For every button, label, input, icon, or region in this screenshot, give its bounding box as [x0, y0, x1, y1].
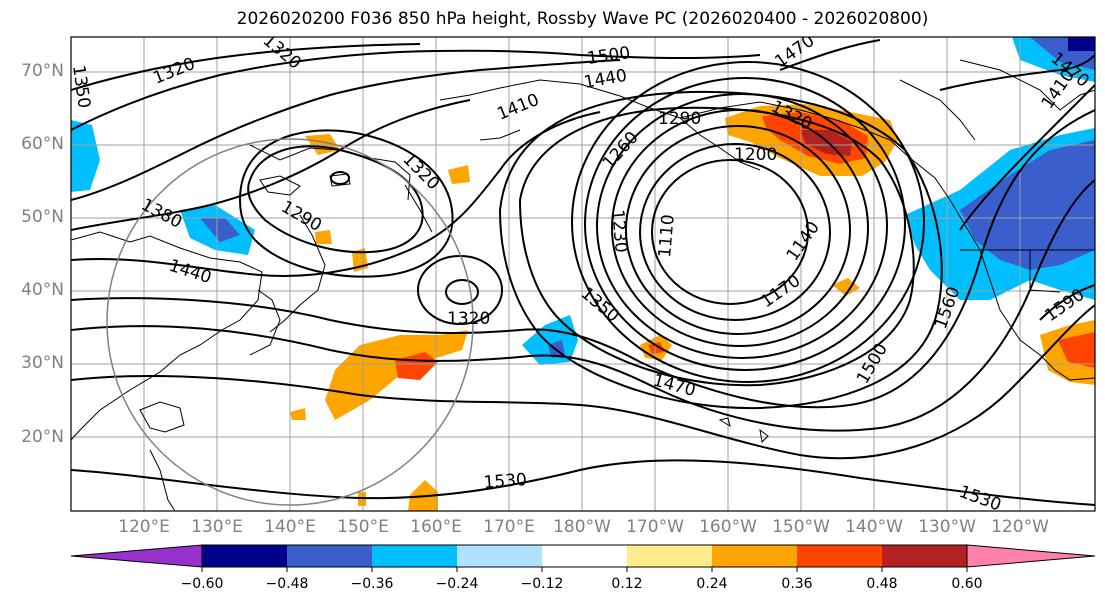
colorbar-bin [882, 545, 967, 567]
lon-label-140e: 140°E [264, 517, 316, 537]
colorbar-bin [627, 545, 712, 567]
lon-label-130w: 130°W [918, 517, 976, 537]
colorbar-extend-low [70, 544, 203, 568]
lon-label-180w: 180°W [553, 517, 611, 537]
colorbar-bin [372, 545, 457, 567]
negative-anomaly-japan-north-core [200, 218, 240, 242]
lon-label-150e: 150°E [337, 517, 389, 537]
colorbar-tick-label: −0.48 [265, 576, 309, 592]
positive-anomaly-small-3 [290, 408, 306, 420]
contour-label: 1440 [166, 256, 213, 288]
lon-label-120w: 120°W [991, 517, 1049, 537]
contour-label: 1170 [757, 271, 804, 312]
colorbar-tick-marks [201, 567, 968, 572]
colorbar-bin [202, 545, 287, 567]
lon-label-130e: 130°E [191, 517, 243, 537]
map-frame [70, 36, 1096, 512]
graticule [71, 37, 1095, 511]
contour-label: 1290 [658, 109, 701, 129]
colorbar-tick-label: −0.60 [180, 576, 224, 592]
lat-label-70: 70°N [21, 61, 64, 81]
colorbar-tick-label: −0.12 [520, 576, 564, 592]
lon-label-170e: 170°E [483, 517, 535, 537]
lat-label-60: 60°N [21, 134, 64, 154]
lat-label-20: 20°N [21, 427, 64, 447]
lon-label-160w: 160°W [699, 517, 757, 537]
contour-label: 1320 [447, 309, 490, 329]
lon-label-150w: 150°W [772, 517, 830, 537]
colorbar [70, 544, 1096, 572]
contour-label: 1140 [783, 218, 824, 265]
positive-anomaly-wpac [325, 330, 468, 420]
contour-label: 1350 [68, 64, 94, 110]
contour-label: 1530 [483, 470, 528, 493]
positive-anomaly-dateline-core [648, 342, 664, 354]
contour-label: 1440 [582, 66, 628, 93]
lon-label-160e: 160°E [410, 517, 462, 537]
colorbar-bin [712, 545, 797, 567]
height-contours [71, 39, 1095, 506]
colorbar-tick-label: 0.12 [611, 576, 643, 592]
lat-label-30: 30°N [21, 353, 64, 373]
contour-label: 1230 [607, 209, 631, 254]
contour-label: 1290 [278, 197, 325, 236]
negative-anomaly-west-coast-core [960, 140, 1095, 270]
lat-label-50: 50°N [21, 207, 64, 227]
colorbar-bin [542, 545, 627, 567]
colorbar-bin [457, 545, 542, 567]
colorbar-tick-label: 0.60 [951, 576, 983, 592]
contour-label: 1410 [494, 90, 542, 125]
colorbar-tick-label: 0.48 [866, 576, 898, 592]
positive-anomaly-kamchatka [448, 165, 470, 184]
positive-anomaly-gulf-alaska-max [800, 130, 852, 156]
anomaly-shading [71, 37, 1095, 511]
negative-anomaly-west-edge [71, 120, 100, 192]
contour-label: 1200 [734, 145, 777, 165]
region-circle [106, 138, 474, 506]
positive-anomaly-southeast-core [1058, 332, 1095, 368]
colorbar-extend-high [966, 544, 1096, 568]
negative-anomaly-northeast-max [1068, 37, 1095, 51]
colorbar-bin [287, 545, 372, 567]
lon-label-170w: 170°W [626, 517, 684, 537]
lat-label-40: 40°N [21, 280, 64, 300]
contour-label: 1380 [138, 195, 186, 233]
positive-anomaly-small-1 [315, 230, 332, 244]
contour-label: 1110 [655, 214, 679, 259]
colorbar-bin [797, 545, 882, 567]
map-title: 2026020200 F036 850 hPa height, Rossby W… [236, 9, 929, 29]
colorbar-frame [201, 544, 968, 568]
lon-label-120e: 120°E [118, 517, 170, 537]
colorbar-tick-label: 0.36 [781, 576, 813, 592]
colorbar-tick-label: 0.24 [696, 576, 728, 592]
colorbar-tick-label: −0.36 [350, 576, 394, 592]
lon-label-140w: 140°W [845, 517, 903, 537]
colorbar-tick-label: −0.24 [435, 576, 479, 592]
